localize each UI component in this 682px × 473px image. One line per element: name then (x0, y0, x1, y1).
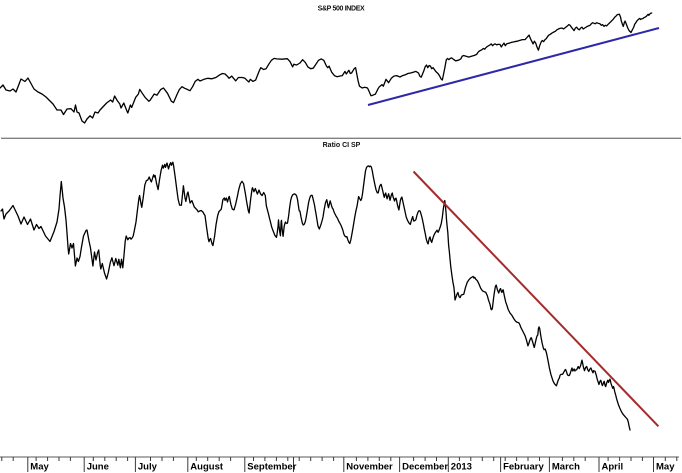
svg-text:April: April (602, 462, 624, 473)
svg-text:February: February (503, 462, 544, 473)
svg-text:Ratio CI SP: Ratio CI SP (323, 142, 361, 149)
svg-text:2013: 2013 (451, 462, 472, 473)
svg-text:August: August (190, 462, 224, 473)
svg-text:May: May (30, 462, 49, 473)
svg-text:December: December (402, 462, 448, 473)
svg-text:September: September (247, 462, 296, 473)
svg-text:July: July (138, 462, 158, 473)
svg-text:S&P 500 INDEX: S&P 500 INDEX (318, 6, 365, 13)
svg-text:November: November (346, 462, 393, 473)
svg-text:March: March (552, 462, 580, 473)
svg-text:June: June (87, 462, 109, 473)
svg-text:May: May (656, 462, 675, 473)
